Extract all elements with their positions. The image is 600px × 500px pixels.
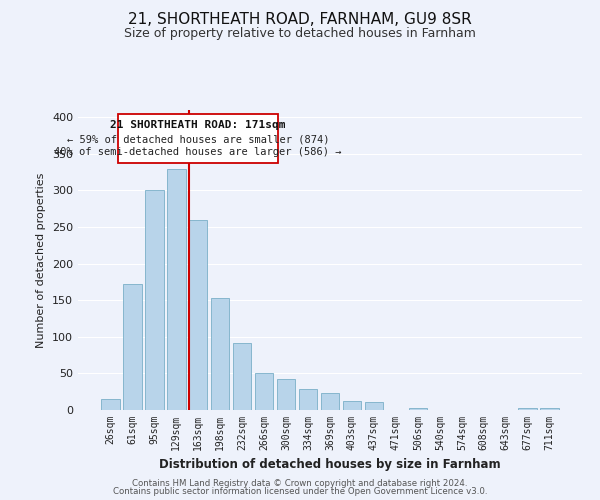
Text: 21 SHORTHEATH ROAD: 171sqm: 21 SHORTHEATH ROAD: 171sqm — [110, 120, 286, 130]
FancyBboxPatch shape — [118, 114, 278, 164]
Bar — [299, 389, 317, 410]
Text: 21, SHORTHEATH ROAD, FARNHAM, GU9 8SR: 21, SHORTHEATH ROAD, FARNHAM, GU9 8SR — [128, 12, 472, 28]
Bar — [233, 342, 251, 410]
Bar — [365, 402, 383, 410]
Text: Size of property relative to detached houses in Farnham: Size of property relative to detached ho… — [124, 28, 476, 40]
Bar — [277, 380, 295, 410]
Text: 40% of semi-detached houses are larger (586) →: 40% of semi-detached houses are larger (… — [55, 148, 342, 158]
Y-axis label: Number of detached properties: Number of detached properties — [37, 172, 46, 348]
Bar — [255, 374, 274, 410]
Text: Contains public sector information licensed under the Open Government Licence v3: Contains public sector information licen… — [113, 487, 487, 496]
Bar — [343, 401, 361, 410]
Bar — [101, 399, 119, 410]
Bar — [409, 408, 427, 410]
Bar — [541, 408, 559, 410]
Text: ← 59% of detached houses are smaller (874): ← 59% of detached houses are smaller (87… — [67, 134, 329, 144]
Bar — [518, 408, 537, 410]
Bar — [167, 168, 185, 410]
Bar — [123, 284, 142, 410]
Text: Contains HM Land Registry data © Crown copyright and database right 2024.: Contains HM Land Registry data © Crown c… — [132, 478, 468, 488]
Bar — [211, 298, 229, 410]
Bar — [320, 393, 340, 410]
Bar — [189, 220, 208, 410]
Bar — [145, 190, 164, 410]
X-axis label: Distribution of detached houses by size in Farnham: Distribution of detached houses by size … — [159, 458, 501, 471]
